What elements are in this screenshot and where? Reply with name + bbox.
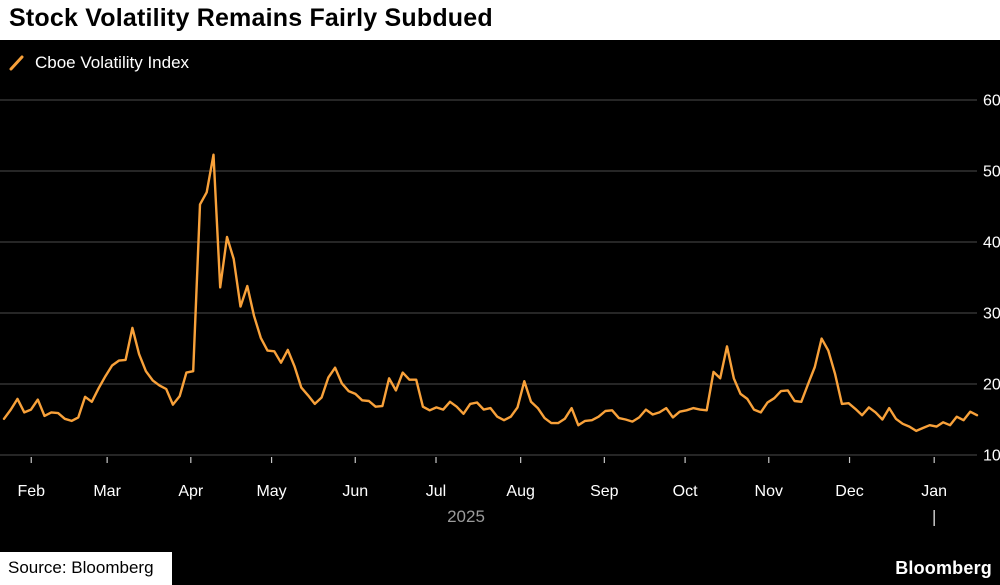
y-tick-label: 10	[983, 448, 1000, 465]
y-tick-label: 50	[983, 164, 1000, 181]
legend: Cboe Volatility Index	[8, 50, 189, 76]
vix-line-chart: 10 20 30 40 50 60 Feb Mar Apr May Jun Jul Aug Sep Oct N…	[0, 93, 1000, 526]
source-label: Source: Bloomberg	[0, 552, 172, 585]
page-title: Stock Volatility Remains Fairly Subdued	[9, 4, 493, 32]
y-tick-label: 60	[983, 93, 1000, 110]
x-tick-label: Sep	[590, 483, 619, 500]
x-tick-label: Dec	[835, 483, 863, 500]
x-tick-label: May	[256, 483, 286, 500]
x-tick-label: Apr	[178, 483, 204, 500]
vix-series-line	[2, 153, 979, 433]
footer-bar: Source: Bloomberg Bloomberg	[0, 552, 1000, 585]
x-tick-label: Jun	[342, 483, 368, 500]
x-tick-label: Feb	[17, 483, 45, 500]
legend-series-label: Cboe Volatility Index	[35, 53, 190, 72]
x-tick-label: Nov	[755, 483, 783, 500]
header-bar: Stock Volatility Remains Fairly Subdued	[0, 0, 1000, 40]
x-tick-label: Jul	[426, 483, 446, 500]
y-tick-label: 40	[983, 235, 1000, 252]
year-label: 2025	[447, 507, 485, 526]
x-tick-label: Jan	[921, 483, 947, 500]
x-tick-label: Aug	[506, 483, 534, 500]
x-tick-label: Oct	[673, 483, 698, 500]
legend-slash-icon	[9, 55, 24, 71]
y-tick-label: 20	[983, 377, 1000, 394]
brand-logo: Bloomberg	[895, 558, 992, 578]
y-tick-label: 30	[983, 306, 1000, 323]
x-tick-label: Mar	[93, 483, 121, 500]
